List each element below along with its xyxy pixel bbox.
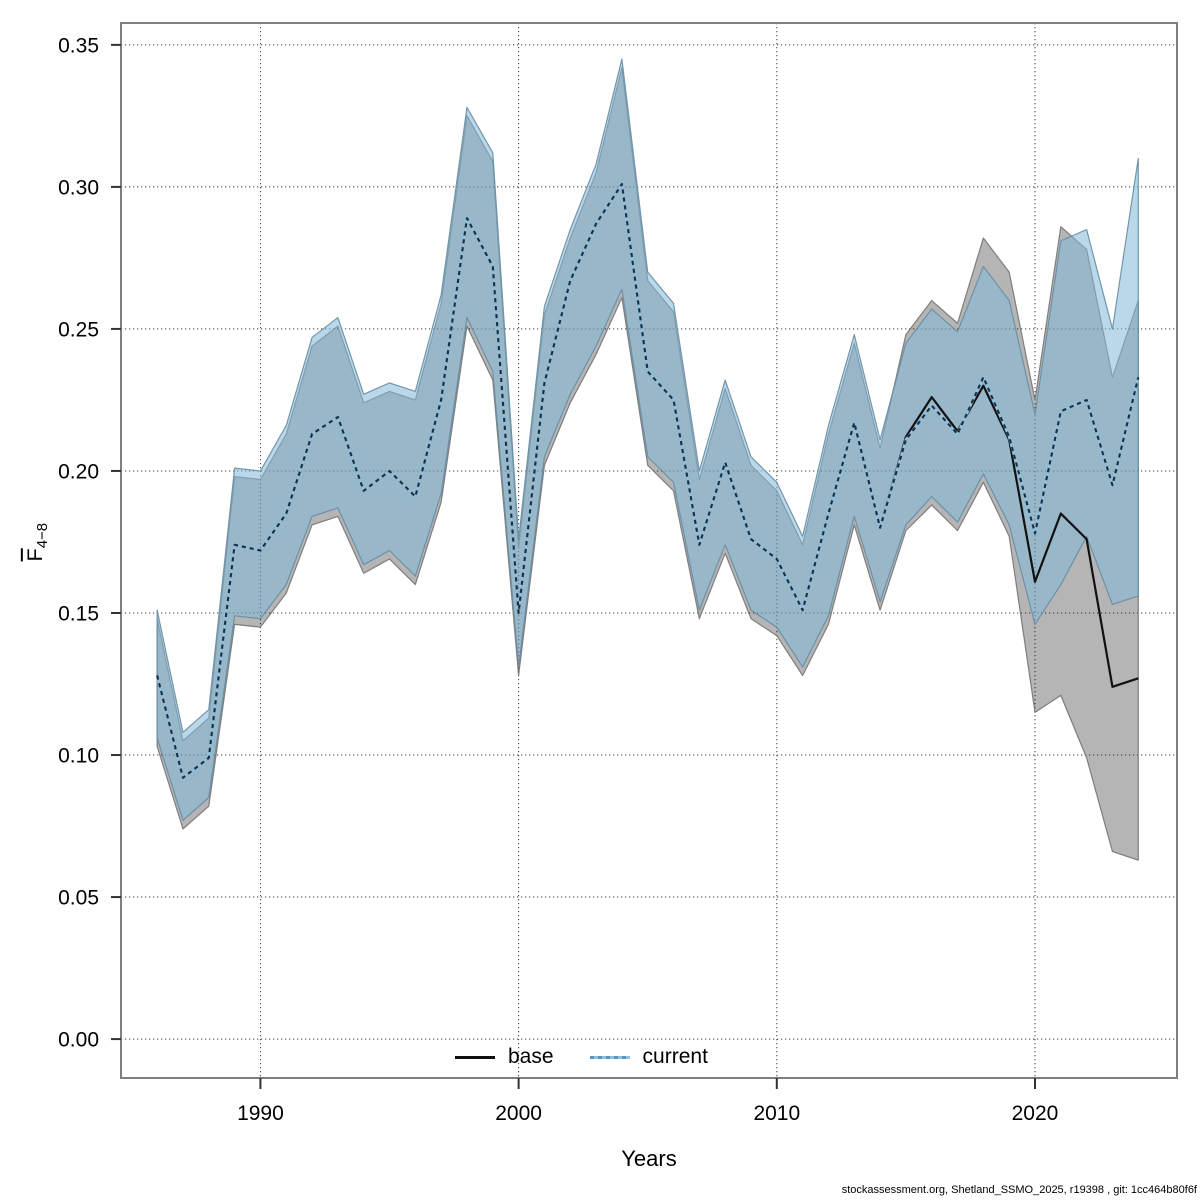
y-tick-label-0.00: 0.00 bbox=[58, 1029, 99, 1052]
x-tick-label-2020: 2020 bbox=[1012, 1102, 1059, 1125]
y-tick-label-0.15: 0.15 bbox=[58, 602, 99, 625]
legend-label-base: base bbox=[508, 1045, 554, 1068]
y-axis-title-symbol: F bbox=[22, 548, 47, 562]
legend-label-current: current bbox=[642, 1045, 708, 1068]
y-tick-label-0.35: 0.35 bbox=[58, 34, 99, 57]
y-tick-label-0.30: 0.30 bbox=[58, 176, 99, 199]
y-axis-title: F4−8 bbox=[23, 497, 51, 587]
footer-source-text: stockassessment.org, Shetland_SSMO_2025,… bbox=[841, 1184, 1197, 1196]
y-tick-label-0.05: 0.05 bbox=[58, 887, 99, 910]
y-tick-label-0.10: 0.10 bbox=[58, 745, 99, 768]
legend: base current bbox=[455, 1044, 708, 1070]
plot-border bbox=[120, 22, 1178, 1079]
line-current-underlay bbox=[155, 182, 1140, 780]
y-tick-label-0.20: 0.20 bbox=[58, 460, 99, 483]
legend-line-current bbox=[589, 1055, 630, 1059]
x-tick-label-1990: 1990 bbox=[237, 1102, 284, 1125]
y-axis-title-subscript: 4−8 bbox=[34, 522, 52, 549]
confidence-band-current bbox=[156, 58, 1139, 821]
x-tick-label-2000: 2000 bbox=[495, 1102, 542, 1125]
y-tick-label-0.25: 0.25 bbox=[58, 318, 99, 341]
x-tick-label-2010: 2010 bbox=[753, 1102, 800, 1125]
legend-line-base bbox=[455, 1055, 495, 1059]
x-axis-title: Years bbox=[621, 1146, 677, 1171]
